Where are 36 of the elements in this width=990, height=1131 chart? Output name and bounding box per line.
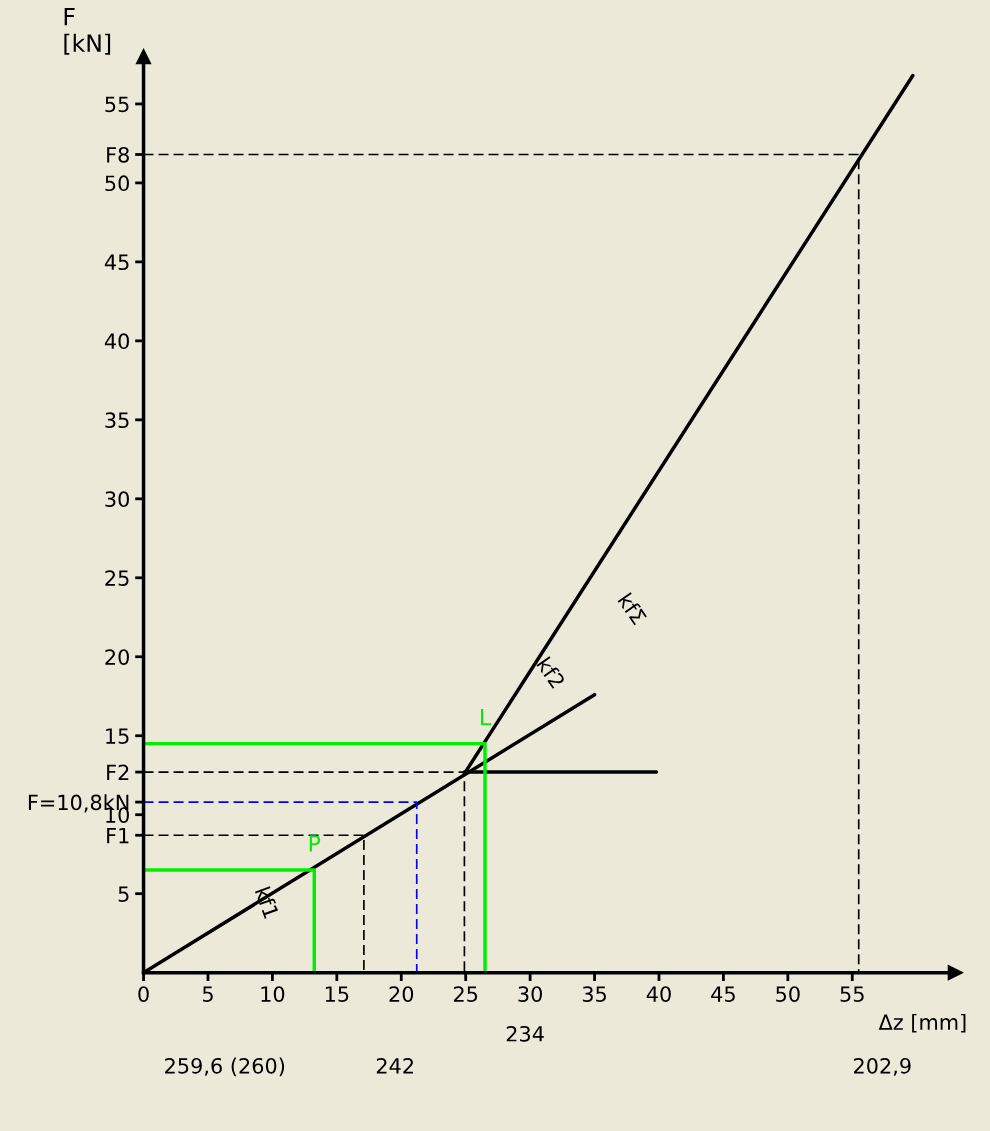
x-tick-label: 45 bbox=[711, 986, 735, 1002]
y-axis-title: F [kN] bbox=[64, 7, 111, 55]
x-tick-label: 10 bbox=[261, 986, 285, 1002]
y-tick-label: 20 bbox=[105, 649, 129, 665]
y-tick-label: 45 bbox=[104, 254, 129, 271]
y-tick-label: 5 bbox=[118, 886, 129, 902]
y-tick-label: 40 bbox=[104, 333, 129, 350]
x-tick-label: 0 bbox=[138, 986, 149, 1002]
x-tick-label: 35 bbox=[582, 986, 606, 1002]
x-axis-title: Δz [mm] bbox=[878, 1013, 966, 1033]
annotation: kfΣ bbox=[617, 592, 648, 626]
annotation: kf1 bbox=[254, 886, 280, 919]
annotation: kf2 bbox=[536, 656, 566, 689]
x-tick-label: 20 bbox=[389, 986, 414, 1002]
text: 242 bbox=[376, 1057, 413, 1074]
x-tick-label: 25 bbox=[453, 986, 478, 1002]
y-tick-label: 15 bbox=[106, 728, 129, 744]
x-tick-label: 40 bbox=[646, 986, 671, 1002]
y-tick-label: F8 bbox=[107, 146, 129, 163]
y-tick-label: 25 bbox=[105, 570, 129, 586]
annotation: P bbox=[309, 835, 321, 852]
x-tick-label: 5 bbox=[202, 986, 213, 1002]
y-tick-label: F2 bbox=[107, 764, 129, 780]
x-tick-label: 50 bbox=[776, 986, 800, 1002]
x-tick-label: 30 bbox=[518, 986, 542, 1002]
x-tick-label: 15 bbox=[325, 986, 349, 1002]
text: 259,6 (260) bbox=[165, 1057, 285, 1077]
y-tick-label: 35 bbox=[105, 412, 129, 429]
text: 202,9 bbox=[853, 1057, 911, 1076]
annotation: L bbox=[481, 708, 492, 726]
x-tick-label: 55 bbox=[840, 986, 864, 1002]
text: 234 bbox=[506, 1025, 544, 1042]
y-tick-label: 55 bbox=[105, 96, 129, 113]
y-tick-label: 30 bbox=[105, 491, 129, 508]
y-tick-label: F1 bbox=[107, 827, 129, 844]
y-tick-label: 50 bbox=[105, 175, 129, 192]
